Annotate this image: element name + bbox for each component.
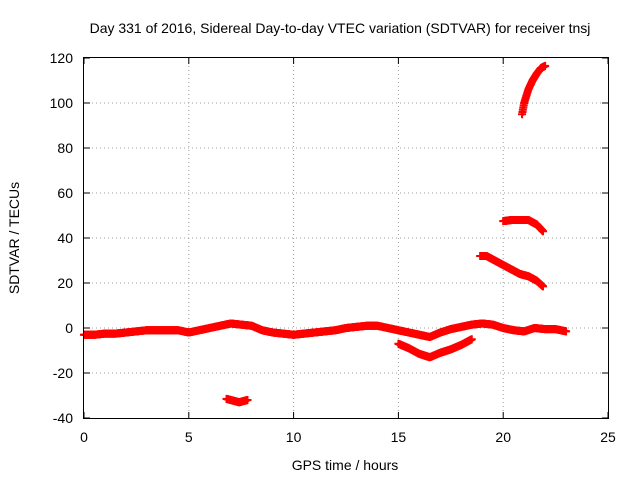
y-tick-label: 20 — [57, 275, 73, 291]
y-tick-label: 40 — [57, 230, 73, 246]
x-tick-label: 5 — [185, 429, 193, 445]
data-point — [539, 282, 548, 291]
y-tick-label: 80 — [57, 140, 73, 156]
tick-labels: 0 5 10 15 20 25 -40 -20 0 20 40 60 80 100 120 — [50, 50, 616, 445]
data-series — [80, 61, 571, 407]
data-point — [541, 61, 550, 70]
y-tick-label: -40 — [53, 410, 73, 426]
data-point — [562, 327, 571, 336]
chart-title: Day 331 of 2016, Sidereal Day-to-day VTE… — [90, 20, 591, 36]
data-segment — [499, 216, 548, 236]
data-segment — [476, 252, 548, 291]
data-segment — [394, 335, 476, 362]
data-segment — [518, 61, 550, 119]
y-tick-label: 100 — [50, 95, 74, 111]
x-tick-label: 0 — [80, 429, 88, 445]
y-tick-label: 60 — [57, 185, 73, 201]
data-point — [539, 227, 548, 236]
data-point — [243, 396, 252, 404]
x-tick-label: 20 — [495, 429, 511, 445]
x-tick-label: 10 — [286, 429, 302, 445]
y-tick-label: -20 — [53, 365, 73, 381]
data-point — [467, 335, 476, 344]
grid — [84, 58, 608, 418]
x-tick-label: 15 — [391, 429, 407, 445]
y-tick-label: 0 — [65, 320, 73, 336]
x-axis-title: GPS time / hours — [292, 457, 399, 473]
y-tick-label: 120 — [50, 50, 74, 66]
y-axis-title: SDTVAR / TECUs — [6, 182, 22, 294]
data-segment — [80, 319, 571, 341]
axis-ticks — [83, 57, 609, 419]
x-tick-label: 25 — [600, 429, 616, 445]
data-segment — [222, 394, 252, 407]
plot-frame — [83, 57, 609, 419]
